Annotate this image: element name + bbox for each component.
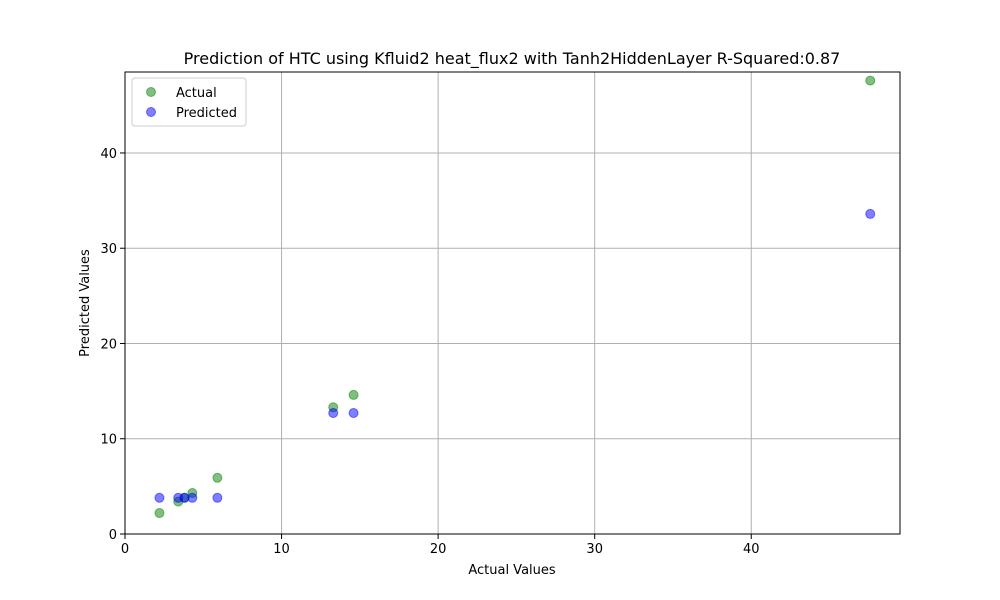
x-tick-label: 30 [586, 542, 603, 557]
x-tick-label: 0 [121, 542, 129, 557]
actual-point [154, 508, 165, 519]
predicted-point [212, 492, 223, 503]
legend-box [131, 77, 247, 127]
y-tick-label: 0 [109, 528, 117, 543]
legend-marker-predicted [146, 107, 156, 117]
actual-point [348, 389, 359, 400]
chart-title: Prediction of HTC using Kfluid2 heat_flu… [184, 49, 841, 69]
y-tick-label: 30 [100, 242, 117, 257]
legend-marker-actual [146, 87, 156, 97]
x-axis-ticks: 0 10 20 30 40 [121, 534, 760, 557]
predicted-point [154, 492, 165, 503]
x-tick-label: 40 [743, 542, 760, 557]
y-axis-ticks: 0 10 20 30 40 [100, 147, 125, 543]
x-tick-label: 10 [273, 542, 290, 557]
legend-label-actual: Actual [176, 86, 217, 101]
predicted-point [348, 408, 359, 419]
actual-point [865, 75, 876, 86]
actual-point [212, 472, 223, 483]
legend: Actual Predicted [131, 77, 247, 127]
legend-label-predicted: Predicted [176, 106, 237, 121]
predicted-point [328, 408, 339, 419]
predicted-point [187, 492, 198, 503]
y-tick-label: 40 [100, 147, 117, 162]
plot-points [154, 75, 876, 519]
plot-frame [124, 71, 901, 535]
predicted-point [865, 208, 876, 219]
x-tick-label: 20 [430, 542, 447, 557]
x-axis-label: Actual Values [468, 563, 556, 578]
y-axis-label: Predicted Values [78, 249, 93, 357]
y-tick-label: 20 [100, 337, 117, 352]
y-tick-label: 10 [100, 433, 117, 448]
